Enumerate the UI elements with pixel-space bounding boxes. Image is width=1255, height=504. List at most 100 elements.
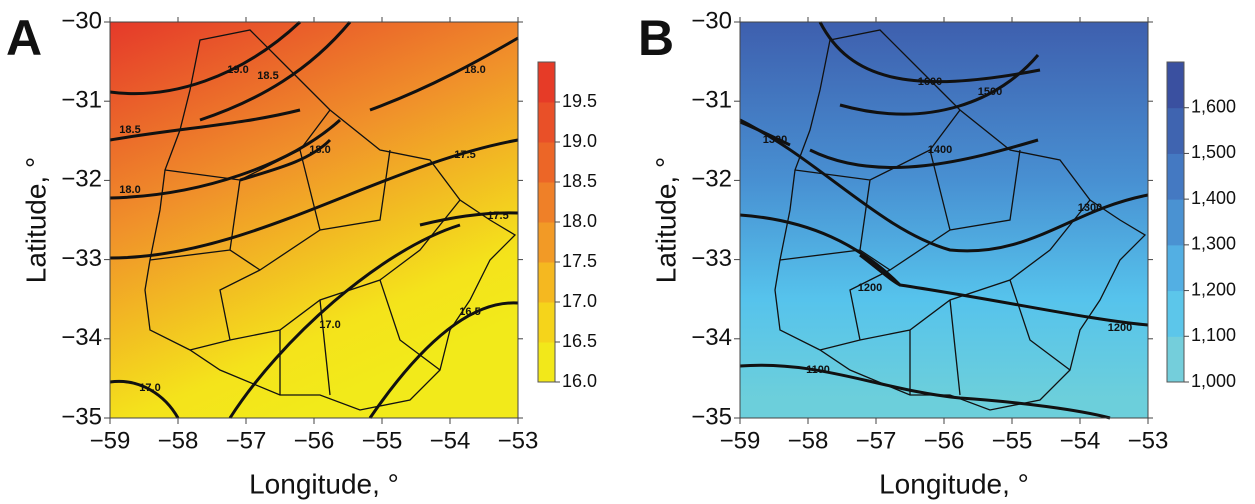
contour-label: 16.5 [459, 306, 480, 318]
colorbar-label: 1,500 [1191, 142, 1236, 162]
colorbar-band [1167, 107, 1184, 154]
colorbar-band [538, 142, 555, 183]
y-tick-label: −31 [691, 87, 732, 114]
colorbar-band [1167, 336, 1184, 383]
x-tick-label: −53 [498, 427, 539, 454]
colorbar-label: 17.5 [562, 251, 597, 271]
map-field [110, 22, 518, 418]
x-axis-label: Longitude, ° [249, 468, 399, 499]
contour-line [839, 54, 1040, 116]
colorbar-band [538, 262, 555, 303]
contour-line [739, 120, 791, 147]
colorbar-band [1167, 290, 1184, 337]
y-tick-label: −31 [61, 87, 102, 114]
panel-letter: A [6, 10, 42, 66]
contour-label: 1400 [928, 144, 952, 156]
colorbar-label: 1,300 [1191, 234, 1236, 254]
colorbar-band [538, 102, 555, 143]
colorbar-frame [1166, 61, 1185, 383]
x-tick-label: −59 [720, 427, 761, 454]
x-tick-label: −57 [856, 427, 897, 454]
x-tick-label: −53 [1128, 427, 1169, 454]
x-tick-label: −58 [788, 427, 829, 454]
contour-line [228, 223, 461, 419]
colorbar-label: 16.0 [562, 371, 597, 391]
colorbar-band [538, 62, 555, 103]
x-axis-label: Longitude, ° [879, 468, 1029, 499]
colorbar-label: 18.0 [562, 211, 597, 231]
y-tick-label: −34 [691, 324, 732, 351]
colorbar-band [538, 302, 555, 343]
contour-line [818, 21, 1041, 84]
y-tick-label: −35 [61, 403, 102, 430]
colorbar-band [1167, 199, 1184, 246]
contour-line [368, 301, 519, 419]
colorbar-band [538, 342, 555, 383]
y-tick-label: −35 [691, 403, 732, 430]
y-tick-label: −33 [61, 245, 102, 272]
contour-label: 1500 [978, 86, 1002, 98]
map-panel: 19.0 18.5 18.0 18.5 18.0 18.0 17.5 17.5 17.0 16.5… [20, 7, 597, 499]
x-tick-label: −56 [924, 427, 965, 454]
contour-label: 17.0 [139, 382, 160, 394]
y-tick-label: −34 [61, 324, 102, 351]
map-panel: 1600 1500 1400 1300 1300 1200 1200 1100 −59 −58 −5… [650, 7, 1236, 499]
colorbar-label: 17.0 [562, 291, 597, 311]
contour-label: 1300 [763, 134, 787, 146]
contour-line [859, 253, 901, 287]
contour-label: 1200 [858, 282, 882, 294]
colorbar-band [1167, 153, 1184, 200]
y-axis-label: Latitude, ° [650, 157, 681, 283]
x-tick-label: −59 [90, 427, 131, 454]
x-tick-label: −58 [158, 427, 199, 454]
contour-label: 18.5 [257, 70, 278, 82]
contour-line [239, 138, 332, 182]
map-field [740, 22, 1148, 418]
contour-line [739, 363, 1111, 420]
contour-label: 18.0 [119, 184, 140, 196]
contour-line [109, 118, 342, 200]
x-tick-label: −56 [294, 427, 335, 454]
contour-label: 17.5 [487, 210, 508, 222]
contour-line [809, 138, 1039, 169]
contour-line [739, 213, 1149, 327]
colorbar-label: 1,600 [1191, 96, 1236, 116]
y-tick-label: −32 [61, 166, 102, 193]
colorbar-label: 1,400 [1191, 188, 1236, 208]
contour-label: 18.0 [309, 144, 330, 156]
panel-letter: B [638, 10, 674, 66]
colorbar-band [1167, 244, 1184, 292]
x-tick-label: −55 [362, 427, 403, 454]
contour-line [109, 20, 302, 96]
contour-label: 1100 [806, 364, 830, 376]
y-tick-label: −30 [61, 7, 102, 34]
colorbar-band [538, 182, 555, 223]
contour-label: 1200 [1108, 322, 1132, 334]
x-tick-label: −57 [226, 427, 267, 454]
contour-label: 19.0 [227, 64, 248, 76]
contour-label: 18.5 [119, 124, 140, 136]
contour-line [419, 211, 519, 227]
x-tick-label: −54 [1060, 427, 1101, 454]
colorbar-label: 18.5 [562, 171, 597, 191]
colorbar-label: 1,200 [1191, 279, 1236, 299]
y-tick-label: −33 [691, 245, 732, 272]
y-tick-label: −32 [691, 166, 732, 193]
contour-label: 17.0 [319, 319, 340, 331]
x-tick-label: −55 [992, 427, 1033, 454]
colorbar-label: 19.5 [562, 91, 597, 111]
contour-line [739, 118, 1149, 253]
colorbar-label: 1,100 [1191, 325, 1236, 345]
y-axis-label: Latitude, ° [20, 157, 51, 283]
contour-label: 17.5 [454, 149, 475, 161]
contour-label: 1300 [1078, 202, 1102, 214]
contour-label: 18.0 [464, 64, 485, 76]
colorbar-label: 19.0 [562, 131, 597, 151]
colorbar-band [538, 222, 555, 263]
colorbar-band [1167, 62, 1184, 109]
x-tick-label: −54 [430, 427, 471, 454]
colorbar-label: 1,000 [1191, 371, 1236, 391]
contour-line [109, 379, 180, 419]
